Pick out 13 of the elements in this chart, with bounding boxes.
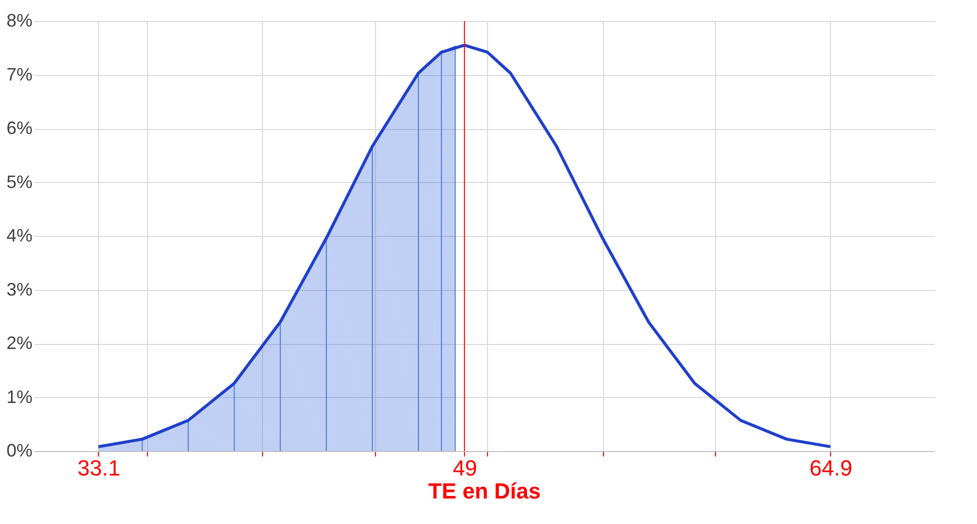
y-tick-label: 2% xyxy=(6,333,32,353)
x-tick-label: 49 xyxy=(452,456,478,480)
y-tick-label: 3% xyxy=(6,279,32,300)
x-tick-label: 64.9 xyxy=(810,456,852,480)
y-tick-label: 1% xyxy=(6,386,32,407)
y-tick-label: 5% xyxy=(6,172,32,192)
x-tick-label: 33.1 xyxy=(78,456,120,480)
y-tick-label: 0% xyxy=(6,440,32,460)
y-tick-label: 8% xyxy=(6,10,32,30)
y-tick-label: 4% xyxy=(6,226,32,246)
y-tick-label: 7% xyxy=(6,64,32,84)
x-axis-title: TE en Días xyxy=(428,478,541,504)
y-tick-label: 6% xyxy=(6,118,32,138)
